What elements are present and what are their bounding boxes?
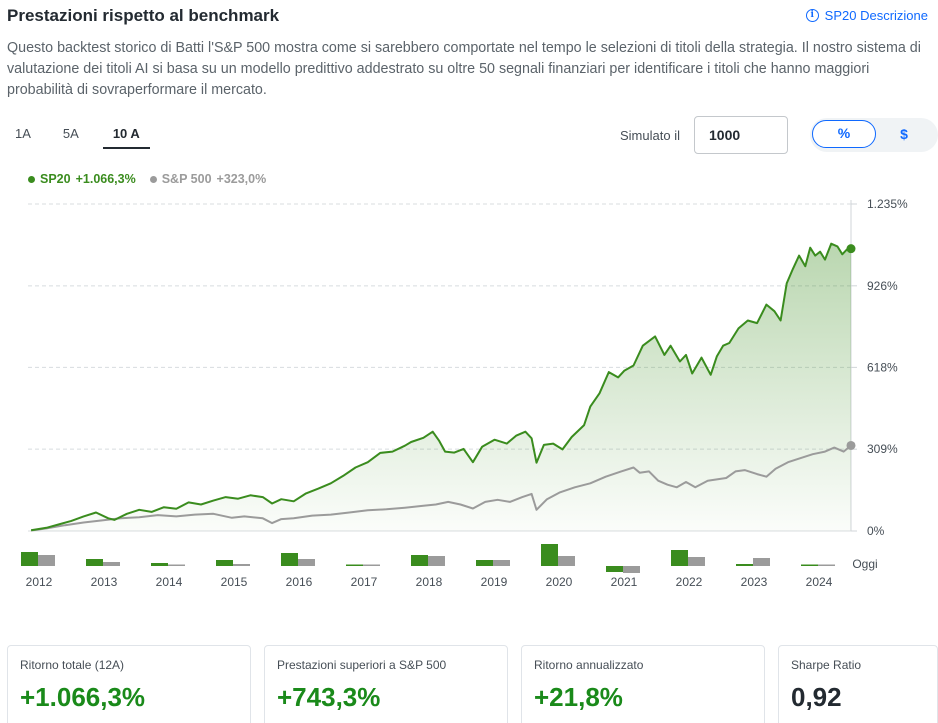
annual-bar-sp500[interactable] xyxy=(688,557,705,566)
annual-bar-sp20[interactable] xyxy=(216,560,233,566)
annual-bar-sp20[interactable] xyxy=(671,550,688,566)
annual-bar-sp500[interactable] xyxy=(233,564,250,566)
legend-name-sp500: S&P 500 xyxy=(161,172,212,186)
card-value: +743,3% xyxy=(277,682,381,712)
x-tick-label: 2019 xyxy=(481,575,508,589)
annual-bar-sp500[interactable] xyxy=(38,555,55,566)
x-tick-label: 2012 xyxy=(26,575,53,589)
tab-10-years[interactable]: 10 A xyxy=(102,126,150,149)
sp20-line xyxy=(30,242,852,532)
sp500-line xyxy=(30,444,852,532)
annual-bar-sp500[interactable] xyxy=(623,566,640,573)
card-value: 0,92 xyxy=(791,682,842,712)
simulation-label: Simulato il xyxy=(620,128,680,143)
x-tick-label: 2018 xyxy=(416,575,443,589)
card-label: Ritorno annualizzato xyxy=(534,658,644,672)
sharpe-ratio-card: Sharpe Ratio 0,92 xyxy=(778,645,938,723)
x-tick-label: 2024 xyxy=(806,575,833,589)
annualized-return-card: Ritorno annualizzato +21,8% xyxy=(521,645,765,723)
y-tick-label: 309% xyxy=(867,442,898,456)
card-value: +21,8% xyxy=(534,682,623,712)
x-tick-label: 2016 xyxy=(286,575,313,589)
annual-bar-sp20[interactable] xyxy=(86,559,103,566)
x-tick-label: 2013 xyxy=(91,575,118,589)
x-tick-label: 2015 xyxy=(221,575,248,589)
y-tick-label: 1.235% xyxy=(867,197,908,211)
annual-bar-sp20[interactable] xyxy=(346,564,363,567)
chart-legend: SP20 +1.066,3% S&P 500 +323,0% xyxy=(28,172,266,186)
unit-toggle: % $ xyxy=(810,118,938,152)
annual-bar-sp500[interactable] xyxy=(753,558,770,566)
strategy-description-label: SP20 Descrizione xyxy=(824,8,928,23)
tab-1-year[interactable]: 1A xyxy=(15,126,31,141)
info-icon: i xyxy=(805,9,819,22)
annual-bar-sp20[interactable] xyxy=(151,563,168,566)
x-tick-label: 2017 xyxy=(351,575,378,589)
annual-bar-sp20[interactable] xyxy=(736,564,753,566)
outperformance-card: Prestazioni superiori a S&P 500 +743,3% xyxy=(264,645,508,723)
annual-bar-sp500[interactable] xyxy=(168,564,185,567)
legend-dot-icon xyxy=(149,175,157,183)
legend-value-sp20: +1.066,3% xyxy=(75,172,136,186)
y-tick-label: 618% xyxy=(867,360,898,374)
sp20-end-point[interactable] xyxy=(846,244,856,254)
legend-dot-icon xyxy=(28,175,35,183)
legend-item-sp20[interactable]: SP20 +1.066,3% xyxy=(28,172,136,186)
y-tick-label: 926% xyxy=(867,279,898,293)
x-tick-label: 2021 xyxy=(611,575,638,589)
card-value: +1.066,3% xyxy=(20,682,146,712)
annual-bar-sp500[interactable] xyxy=(298,559,315,566)
total-return-card: Ritorno totale (12A) +1.066,3% xyxy=(7,645,251,723)
dollar-toggle-button[interactable]: $ xyxy=(900,126,908,142)
x-tick-label: 2023 xyxy=(741,575,768,589)
annual-bar-sp500[interactable] xyxy=(493,560,510,566)
annual-bar-sp20[interactable] xyxy=(541,544,558,566)
simulation-amount-input[interactable] xyxy=(694,116,788,154)
performance-chart: 1.235% 926% 618% 309% 0% 2012 2013 2014 2015 2016… xyxy=(21,197,908,589)
page-title: Prestazioni rispetto al benchmark xyxy=(7,6,280,25)
annual-bar-sp20[interactable] xyxy=(606,566,623,572)
annual-bar-sp500[interactable] xyxy=(363,564,380,567)
sp500-end-point[interactable] xyxy=(846,440,856,450)
annual-bar-sp20[interactable] xyxy=(281,553,298,566)
legend-value-sp500: +323,0% xyxy=(216,172,267,186)
annual-bar-sp20[interactable] xyxy=(476,560,493,566)
backtest-description: Questo backtest storico di Batti l'S&P 5… xyxy=(7,40,921,98)
annual-bar-sp20[interactable] xyxy=(801,564,818,567)
tab-5-years[interactable]: 5A xyxy=(62,126,79,141)
percent-toggle-button[interactable]: % xyxy=(812,120,876,148)
x-tick-label: 2020 xyxy=(546,575,573,589)
legend-item-sp500[interactable]: S&P 500 +323,0% xyxy=(149,172,267,186)
annual-bar-sp500[interactable] xyxy=(818,564,835,567)
card-label: Ritorno totale (12A) xyxy=(20,658,125,672)
y-tick-label: 0% xyxy=(867,524,885,538)
sp20-area xyxy=(31,243,852,531)
card-label: Prestazioni superiori a S&P 500 xyxy=(277,658,447,672)
annual-bar-sp500[interactable] xyxy=(558,556,575,566)
annual-bar-sp500[interactable] xyxy=(428,556,445,566)
x-tick-label: Oggi xyxy=(852,557,877,571)
x-tick-label: 2022 xyxy=(676,575,703,589)
annual-bar-sp20[interactable] xyxy=(411,555,428,566)
legend-name-sp20: SP20 xyxy=(40,172,71,186)
strategy-description-link[interactable]: i SP20 Descrizione xyxy=(805,8,928,23)
summary-cards: Ritorno totale (12A) +1.066,3% Prestazio… xyxy=(7,645,938,723)
annual-bar-sp500[interactable] xyxy=(103,562,120,566)
annual-bar-sp20[interactable] xyxy=(21,552,38,566)
period-tabs: 1A 5A 10 A xyxy=(7,126,166,149)
x-tick-label: 2014 xyxy=(156,575,183,589)
card-label: Sharpe Ratio xyxy=(791,658,862,672)
